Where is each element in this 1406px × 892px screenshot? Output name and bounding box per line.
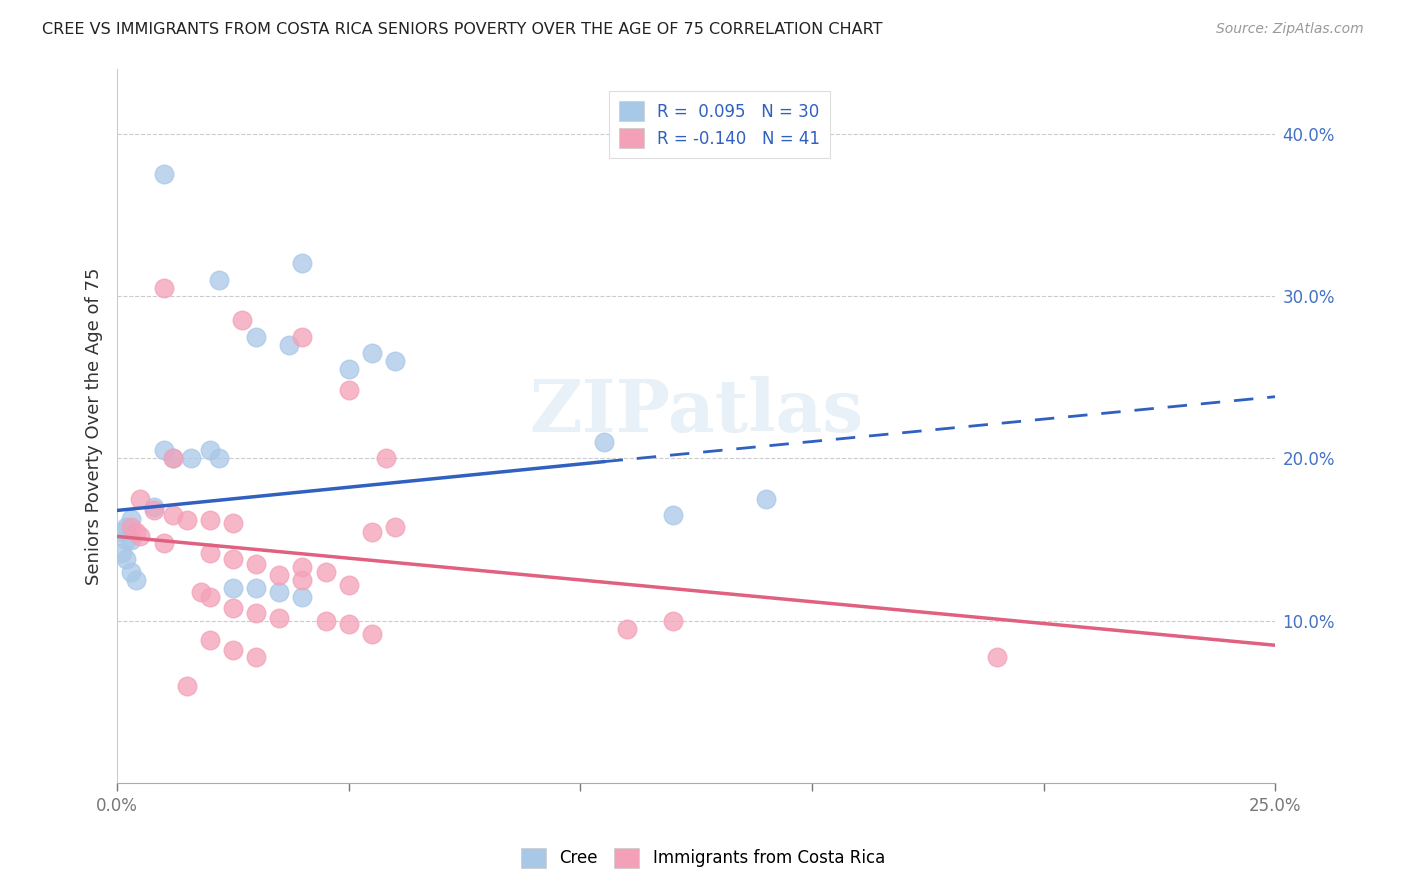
Point [361, 346, 384, 360]
Point [662, 508, 685, 523]
Point [277, 337, 299, 351]
Point [143, 503, 166, 517]
Point [245, 649, 267, 664]
Point [245, 557, 267, 571]
Point [755, 491, 778, 506]
Point [162, 508, 184, 523]
Y-axis label: Seniors Poverty Over the Age of 75: Seniors Poverty Over the Age of 75 [86, 268, 103, 584]
Point [115, 552, 138, 566]
Point [222, 552, 245, 566]
Point [198, 443, 221, 458]
Point [152, 536, 174, 550]
Point [222, 582, 245, 596]
Point [222, 516, 245, 531]
Point [120, 511, 142, 525]
Point [337, 578, 360, 592]
Point [120, 565, 142, 579]
Point [245, 582, 267, 596]
Point [125, 574, 148, 588]
Point [269, 584, 291, 599]
Point [129, 491, 152, 506]
Point [115, 533, 138, 547]
Point [180, 451, 202, 466]
Point [143, 500, 166, 515]
Point [337, 362, 360, 376]
Point [162, 451, 184, 466]
Point [198, 546, 221, 560]
Point [662, 614, 685, 628]
Text: ZIPatlas: ZIPatlas [529, 376, 863, 447]
Point [361, 524, 384, 539]
Legend: R =  0.095   N = 30, R = -0.140   N = 41: R = 0.095 N = 30, R = -0.140 N = 41 [609, 91, 830, 159]
Point [190, 584, 212, 599]
Point [162, 451, 184, 466]
Point [245, 606, 267, 620]
Point [222, 601, 245, 615]
Point [245, 329, 267, 343]
Point [384, 519, 406, 533]
Point [374, 451, 396, 466]
Point [315, 565, 337, 579]
Point [291, 329, 314, 343]
Point [111, 546, 134, 560]
Point [208, 451, 231, 466]
Point [176, 513, 198, 527]
Point [986, 649, 1008, 664]
Point [120, 519, 142, 533]
Point [291, 560, 314, 574]
Point [198, 513, 221, 527]
Legend: Cree, Immigrants from Costa Rica: Cree, Immigrants from Costa Rica [515, 841, 891, 875]
Point [291, 590, 314, 604]
Point [592, 435, 614, 450]
Point [198, 633, 221, 648]
Point [337, 617, 360, 632]
Point [337, 383, 360, 397]
Point [222, 643, 245, 657]
Point [269, 610, 291, 624]
Point [176, 679, 198, 693]
Point [198, 590, 221, 604]
Point [269, 568, 291, 582]
Point [231, 313, 253, 327]
Text: CREE VS IMMIGRANTS FROM COSTA RICA SENIORS POVERTY OVER THE AGE OF 75 CORRELATIO: CREE VS IMMIGRANTS FROM COSTA RICA SENIO… [42, 22, 883, 37]
Point [152, 167, 174, 181]
Point [208, 273, 231, 287]
Text: Source: ZipAtlas.com: Source: ZipAtlas.com [1216, 22, 1364, 37]
Point [120, 533, 142, 547]
Point [361, 627, 384, 641]
Point [129, 529, 152, 543]
Point [115, 519, 138, 533]
Point [291, 574, 314, 588]
Point [111, 524, 134, 539]
Point [384, 354, 406, 368]
Point [152, 281, 174, 295]
Point [125, 524, 148, 539]
Point [291, 256, 314, 270]
Point [152, 443, 174, 458]
Point [315, 614, 337, 628]
Point [616, 622, 638, 636]
